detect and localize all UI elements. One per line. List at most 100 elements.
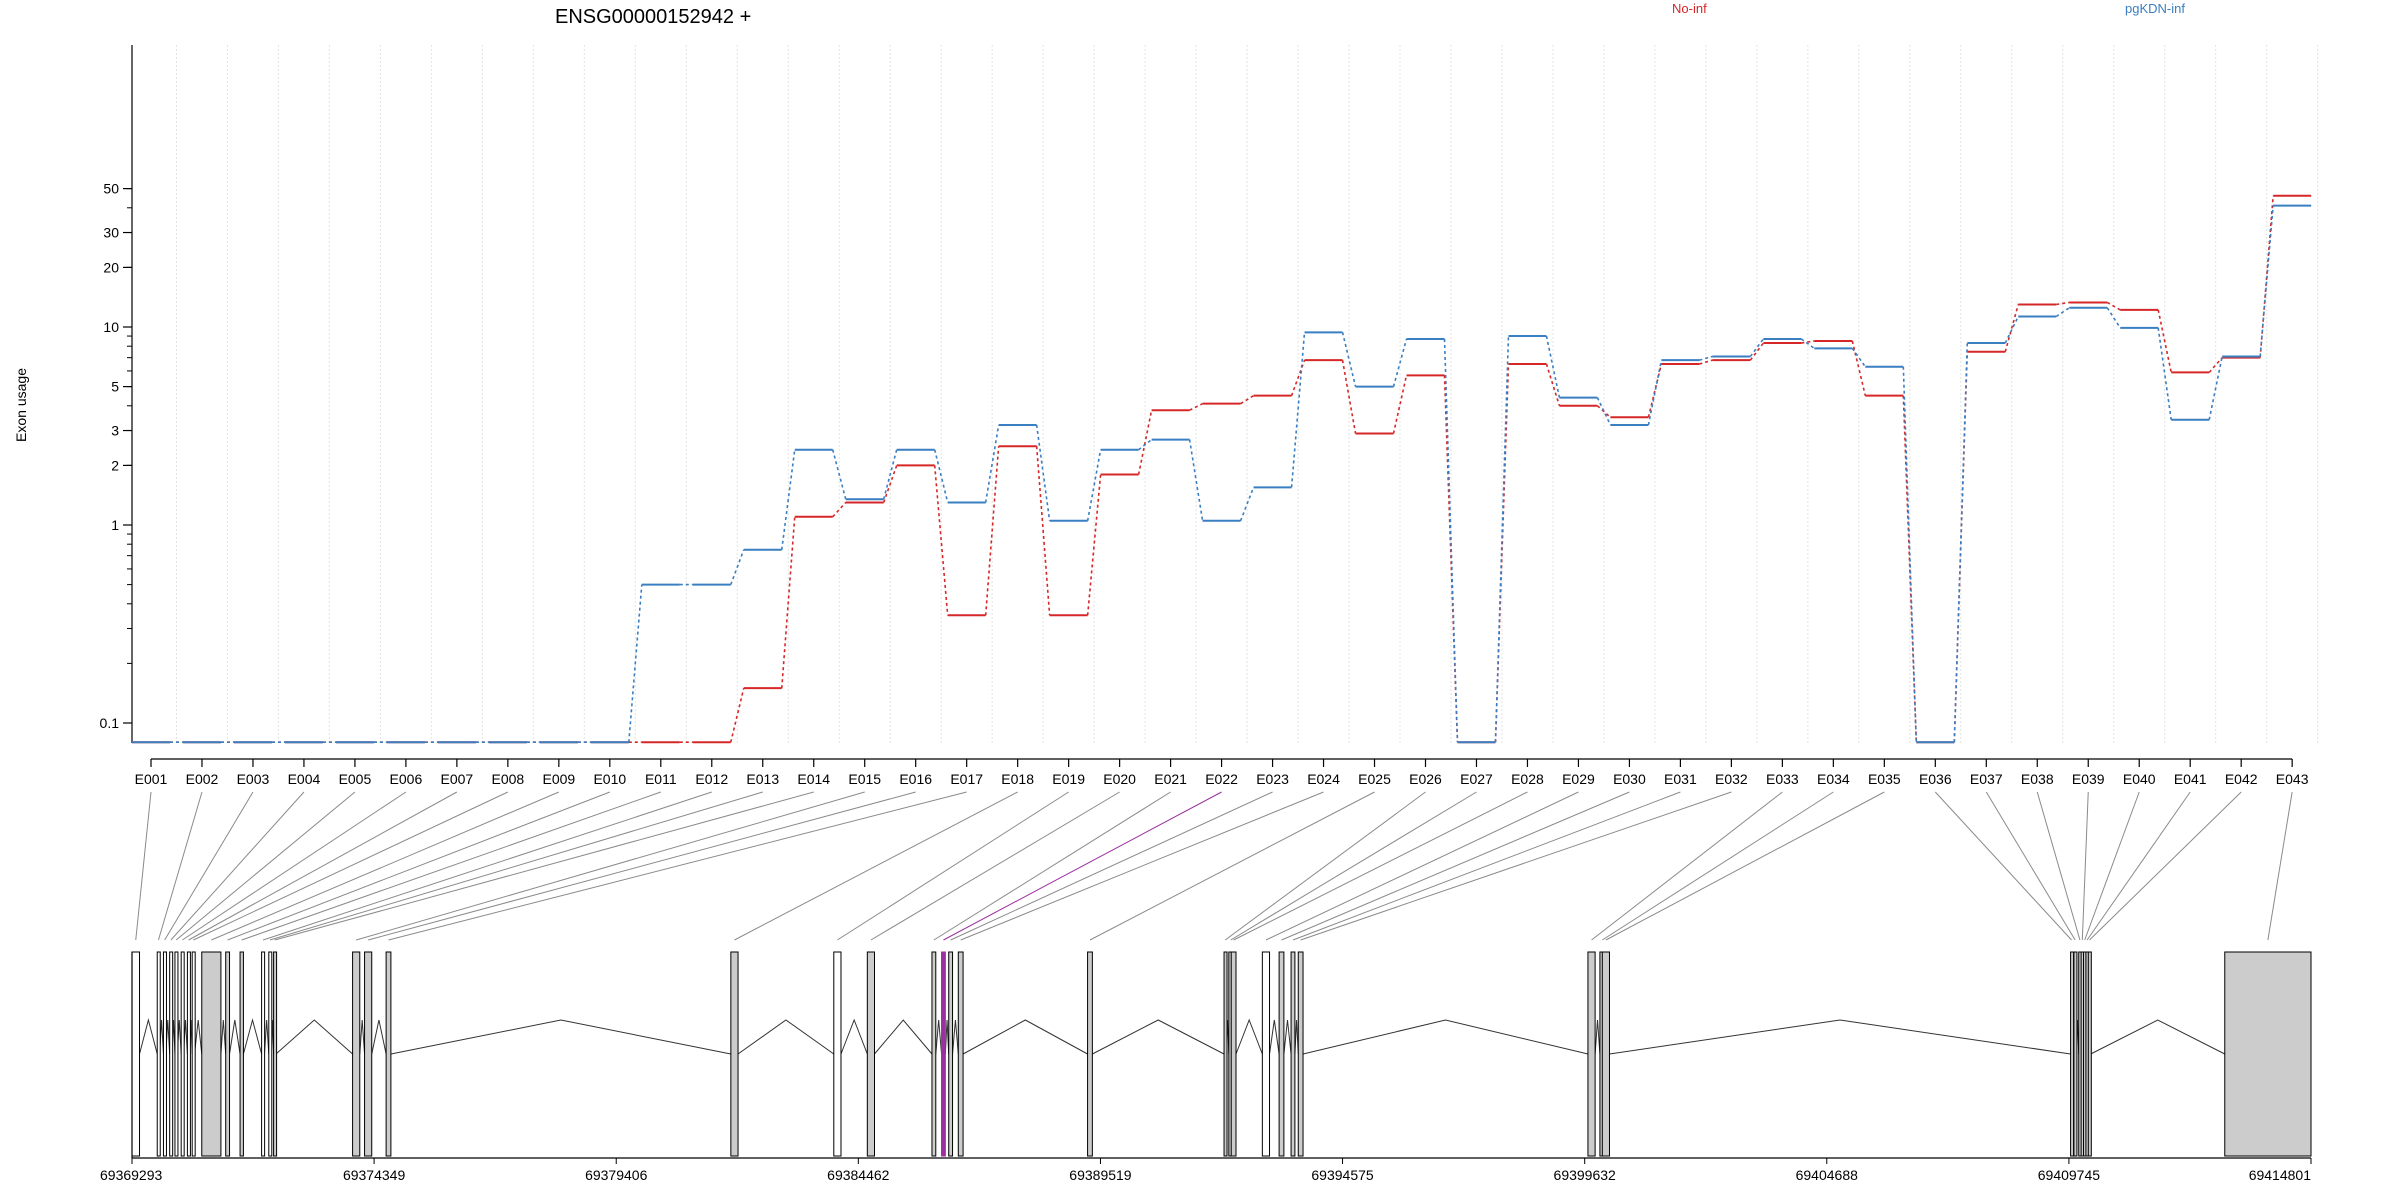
- genomic-tick-label: 69379406: [585, 1167, 648, 1183]
- exon-box: [273, 951, 278, 1157]
- exon-label: E034: [1817, 771, 1850, 787]
- intron-line: [1609, 1019, 2071, 1055]
- exon-connector: [2089, 791, 2242, 941]
- exon-connector: [870, 791, 1120, 941]
- exon-label: E028: [1511, 771, 1544, 787]
- exon-label: E014: [797, 771, 830, 787]
- intron-line: [229, 1019, 241, 1055]
- intron-line: [359, 1019, 366, 1055]
- series-0-connector: [984, 446, 1000, 616]
- intron-line: [962, 1019, 1088, 1055]
- exon-connector: [227, 791, 611, 941]
- exon-box: [2224, 951, 2312, 1157]
- series-0-connector: [1596, 405, 1611, 418]
- series-1-connector: [1749, 338, 1765, 357]
- exon-label: E032: [1715, 771, 1748, 787]
- exon-label: E004: [288, 771, 321, 787]
- exon-label: E041: [2174, 771, 2207, 787]
- series-0-connector: [1392, 375, 1408, 434]
- exon-connector: [837, 791, 1069, 941]
- intron-line: [371, 1019, 387, 1055]
- exon-label: E007: [441, 771, 474, 787]
- exon-label: E027: [1460, 771, 1493, 787]
- exon-connector: [1230, 791, 1477, 941]
- exon-box: [2073, 951, 2078, 1157]
- exon-label: E019: [1052, 771, 1085, 787]
- y-tick-label: 2: [111, 457, 119, 473]
- genomic-tick-label: 69384462: [827, 1167, 890, 1183]
- series-0-connector: [1699, 359, 1713, 365]
- exon-label: E040: [2123, 771, 2156, 787]
- genomic-tick-label: 69414801: [2249, 1167, 2312, 1183]
- series-1-connector: [1647, 360, 1663, 426]
- exon-label: E024: [1307, 771, 1340, 787]
- exon-box: [180, 951, 185, 1157]
- exon-box: [201, 951, 222, 1157]
- exon-box: [261, 951, 266, 1157]
- series-1-connector: [1545, 335, 1561, 398]
- gene-model: [131, 951, 2312, 1157]
- exon-connector: [1934, 791, 2072, 941]
- exon-label: E006: [390, 771, 423, 787]
- exon-connector: [1233, 791, 1528, 941]
- series-0-connector: [1443, 375, 1459, 743]
- series-1-connector: [2106, 307, 2121, 329]
- exon-connector: [1292, 791, 1681, 941]
- exon-label: E039: [2072, 771, 2105, 787]
- exon-connector: [157, 791, 203, 941]
- exon-connector: [1605, 791, 1885, 941]
- intron-line: [935, 1019, 943, 1055]
- exon-connector: [182, 791, 407, 941]
- series-1-connector: [2055, 307, 2070, 318]
- exon-connector: [1281, 791, 1630, 941]
- genomic-tick-label: 69374349: [343, 1167, 406, 1183]
- exon-box: [833, 951, 842, 1157]
- exon-label: E030: [1613, 771, 1646, 787]
- series-0-connector: [882, 465, 898, 503]
- series-1-connector: [2004, 316, 2019, 344]
- exon-axis: E001 E002 E003 E004 E005 E006 E007 E008 E009 E010…: [135, 758, 2309, 787]
- intron-line: [2090, 1019, 2225, 1055]
- exon-label: E031: [1664, 771, 1697, 787]
- exon-label: E017: [950, 771, 983, 787]
- exon-label: E037: [1970, 771, 2003, 787]
- exon-box: [162, 951, 167, 1157]
- series-1-connector: [1596, 397, 1612, 426]
- exon-connector: [211, 791, 560, 941]
- exon-connector: [274, 791, 814, 941]
- legend-pgkdn-inf: pgKDN-inf: [2125, 1, 2185, 16]
- exon-connector: [241, 791, 661, 941]
- exon-connector: [1300, 791, 1732, 941]
- series-1-connector: [730, 549, 745, 585]
- series-1-connector: [1239, 487, 1255, 522]
- exon-label: E011: [645, 771, 677, 787]
- exon-box: [385, 951, 392, 1157]
- intron-line: [263, 1019, 270, 1055]
- y-tick-label: 5: [111, 379, 119, 395]
- series-0-connector: [1801, 340, 1815, 344]
- series-1-connector: [1494, 336, 1510, 743]
- exon-connector: [388, 791, 967, 941]
- exon-connector: [2084, 791, 2140, 941]
- exon-box: [1601, 951, 1610, 1157]
- series-1-connector: [1188, 439, 1204, 521]
- exon-box: [1230, 951, 1237, 1157]
- exon-box: [174, 951, 179, 1157]
- intron-line: [1302, 1019, 1589, 1055]
- intron-line: [1594, 1019, 1601, 1055]
- exon-box: [948, 951, 954, 1157]
- series-0-connector: [1189, 402, 1203, 411]
- exon-label: E002: [186, 771, 219, 787]
- exon-label: E015: [848, 771, 881, 787]
- y-tick-label: 3: [111, 423, 119, 439]
- y-axis-label: Exon usage: [13, 368, 29, 442]
- exon-box: [866, 951, 876, 1157]
- exon-connector: [2036, 791, 2081, 941]
- exon-box: [131, 951, 141, 1157]
- exon-connector: [933, 791, 1171, 941]
- exon-label: E022: [1205, 771, 1238, 787]
- series-1-connector: [1035, 424, 1051, 521]
- exon-connector: [943, 791, 1222, 941]
- series-0-connector: [2106, 301, 2121, 311]
- exon-connector: [188, 791, 458, 941]
